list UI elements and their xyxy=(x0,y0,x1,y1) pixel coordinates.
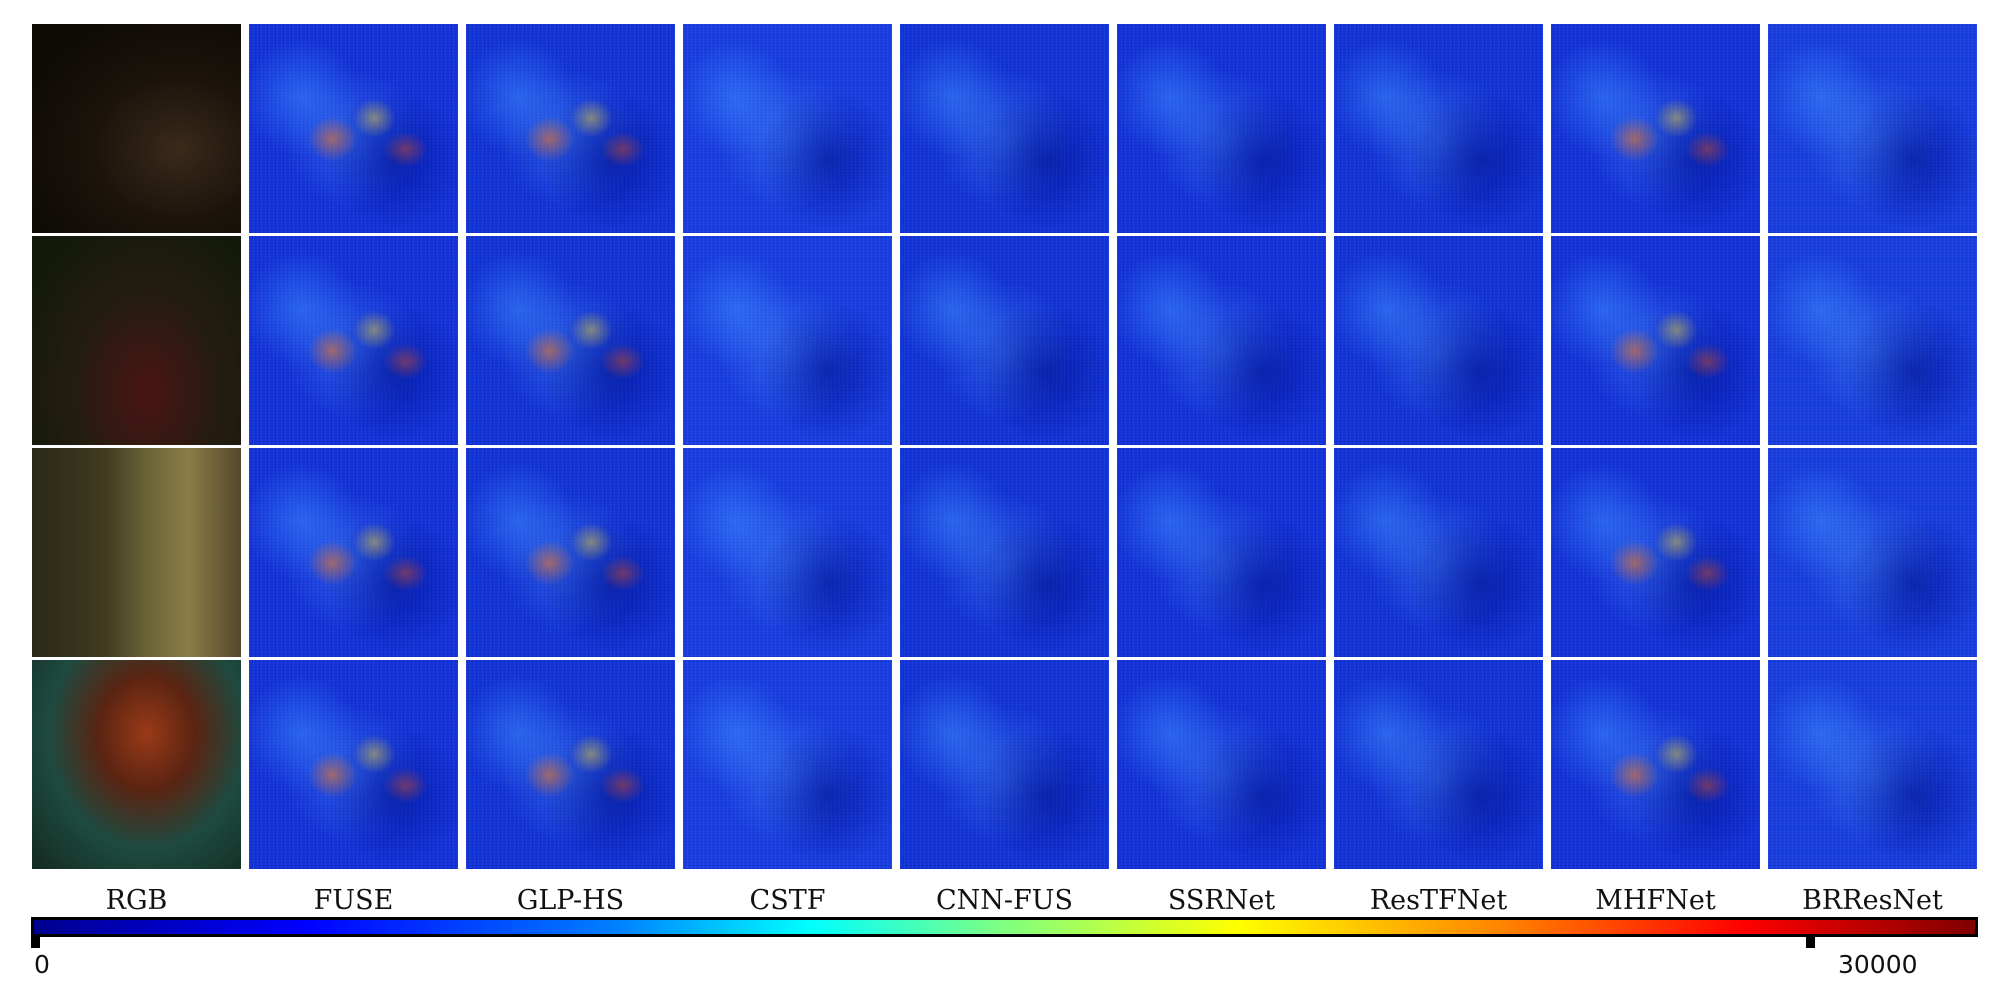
error-map-cstf-row-1 xyxy=(683,24,892,233)
error-map-cstf-row-4 xyxy=(683,660,892,869)
column-label-ssrnet: SSRNet xyxy=(1167,885,1276,916)
error-map-glp-hs-row-4 xyxy=(466,660,675,869)
column-label-glp-hs: GLP-HS xyxy=(516,885,625,916)
column-label-rgb: RGB xyxy=(105,885,168,916)
colorbar-min-label: 0 xyxy=(34,950,50,979)
error-map-mhfnet-row-3 xyxy=(1551,448,1760,657)
error-map-ssrnet-row-2 xyxy=(1117,236,1326,445)
error-map-glp-hs-row-1 xyxy=(466,24,675,233)
error-map-fuse-row-1 xyxy=(249,24,458,233)
error-map-fuse-row-3 xyxy=(249,448,458,657)
rgb-image-rgb-row-3 xyxy=(32,448,241,657)
error-map-fuse-row-4 xyxy=(249,660,458,869)
error-map-restfnet-row-4 xyxy=(1334,660,1543,869)
colorbar-min-tick xyxy=(31,936,40,948)
column-label-fuse: FUSE xyxy=(313,885,394,916)
error-map-restfnet-row-2 xyxy=(1334,236,1543,445)
error-map-cstf-row-2 xyxy=(683,236,892,445)
column-label-restfnet: ResTFNet xyxy=(1369,885,1508,916)
error-map-restfnet-row-1 xyxy=(1334,24,1543,233)
rgb-image-rgb-row-2 xyxy=(32,236,241,445)
error-map-brresnet-row-4 xyxy=(1768,660,1977,869)
error-map-mhfnet-row-4 xyxy=(1551,660,1760,869)
error-map-fuse-row-2 xyxy=(249,236,458,445)
error-map-glp-hs-row-3 xyxy=(466,448,675,657)
error-map-mhfnet-row-2 xyxy=(1551,236,1760,445)
column-label-cstf: CSTF xyxy=(749,885,826,916)
error-map-ssrnet-row-4 xyxy=(1117,660,1326,869)
error-map-cnn-fus-row-2 xyxy=(900,236,1109,445)
rgb-image-rgb-row-4 xyxy=(32,660,241,869)
error-map-brresnet-row-3 xyxy=(1768,448,1977,657)
colorbar-max-tick xyxy=(1806,936,1815,948)
error-map-ssrnet-row-3 xyxy=(1117,448,1326,657)
error-map-cstf-row-3 xyxy=(683,448,892,657)
rgb-image-rgb-row-1 xyxy=(32,24,241,233)
error-map-restfnet-row-3 xyxy=(1334,448,1543,657)
column-label-mhfnet: MHFNet xyxy=(1595,885,1716,916)
column-label-cnn-fus: CNN-FUS xyxy=(935,885,1074,916)
error-map-brresnet-row-1 xyxy=(1768,24,1977,233)
error-map-brresnet-row-2 xyxy=(1768,236,1977,445)
colorbar-max-label: 30000 xyxy=(1838,950,1918,979)
error-map-mhfnet-row-1 xyxy=(1551,24,1760,233)
error-map-cnn-fus-row-4 xyxy=(900,660,1109,869)
error-map-cnn-fus-row-1 xyxy=(900,24,1109,233)
error-map-cnn-fus-row-3 xyxy=(900,448,1109,657)
colorbar xyxy=(31,917,1978,937)
error-map-ssrnet-row-1 xyxy=(1117,24,1326,233)
column-label-brresnet: BRResNet xyxy=(1802,885,1943,916)
error-map-glp-hs-row-2 xyxy=(466,236,675,445)
